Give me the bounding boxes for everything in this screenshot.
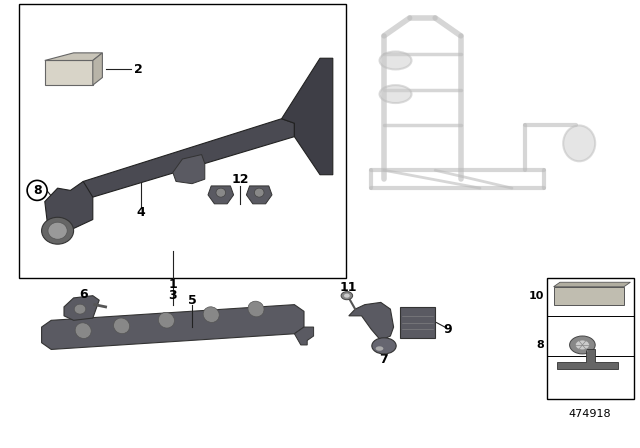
Polygon shape	[93, 53, 102, 85]
Ellipse shape	[372, 338, 396, 354]
Ellipse shape	[75, 323, 92, 339]
Ellipse shape	[48, 222, 67, 239]
Ellipse shape	[42, 217, 74, 244]
Ellipse shape	[341, 292, 353, 300]
Polygon shape	[64, 296, 99, 320]
Text: 1: 1	[168, 278, 177, 291]
Ellipse shape	[255, 188, 264, 197]
Bar	[400, 307, 435, 338]
Ellipse shape	[575, 340, 589, 350]
Ellipse shape	[158, 312, 175, 328]
Text: 11: 11	[340, 281, 358, 294]
Ellipse shape	[113, 318, 130, 334]
Ellipse shape	[570, 336, 595, 354]
Text: 4: 4	[136, 206, 145, 220]
Polygon shape	[208, 186, 234, 204]
Bar	[547, 278, 634, 399]
Ellipse shape	[74, 304, 86, 314]
Polygon shape	[294, 327, 314, 345]
Text: 474918: 474918	[569, 409, 611, 419]
Text: 6: 6	[79, 288, 88, 301]
Polygon shape	[45, 53, 102, 60]
Polygon shape	[557, 349, 618, 369]
Ellipse shape	[380, 85, 412, 103]
Text: 5: 5	[188, 293, 196, 307]
Ellipse shape	[563, 125, 595, 161]
Polygon shape	[282, 58, 333, 175]
Ellipse shape	[216, 188, 226, 197]
Polygon shape	[83, 119, 294, 197]
Bar	[19, 4, 346, 278]
Bar	[554, 287, 624, 305]
Text: 7: 7	[380, 353, 388, 366]
Text: 3: 3	[168, 289, 177, 302]
Text: 8: 8	[33, 184, 42, 197]
Text: 12: 12	[231, 172, 249, 186]
Ellipse shape	[380, 52, 412, 69]
Text: 8: 8	[536, 340, 544, 350]
Text: 10: 10	[529, 291, 544, 301]
Polygon shape	[554, 282, 630, 287]
Polygon shape	[349, 302, 394, 340]
Text: 9: 9	[444, 323, 452, 336]
Polygon shape	[173, 155, 205, 184]
Ellipse shape	[344, 294, 349, 297]
Polygon shape	[42, 305, 304, 349]
Polygon shape	[45, 181, 93, 233]
Text: 2: 2	[134, 63, 143, 76]
Polygon shape	[246, 186, 272, 204]
Bar	[45, 60, 93, 85]
Ellipse shape	[203, 307, 220, 323]
Ellipse shape	[248, 301, 264, 317]
Ellipse shape	[376, 346, 383, 351]
